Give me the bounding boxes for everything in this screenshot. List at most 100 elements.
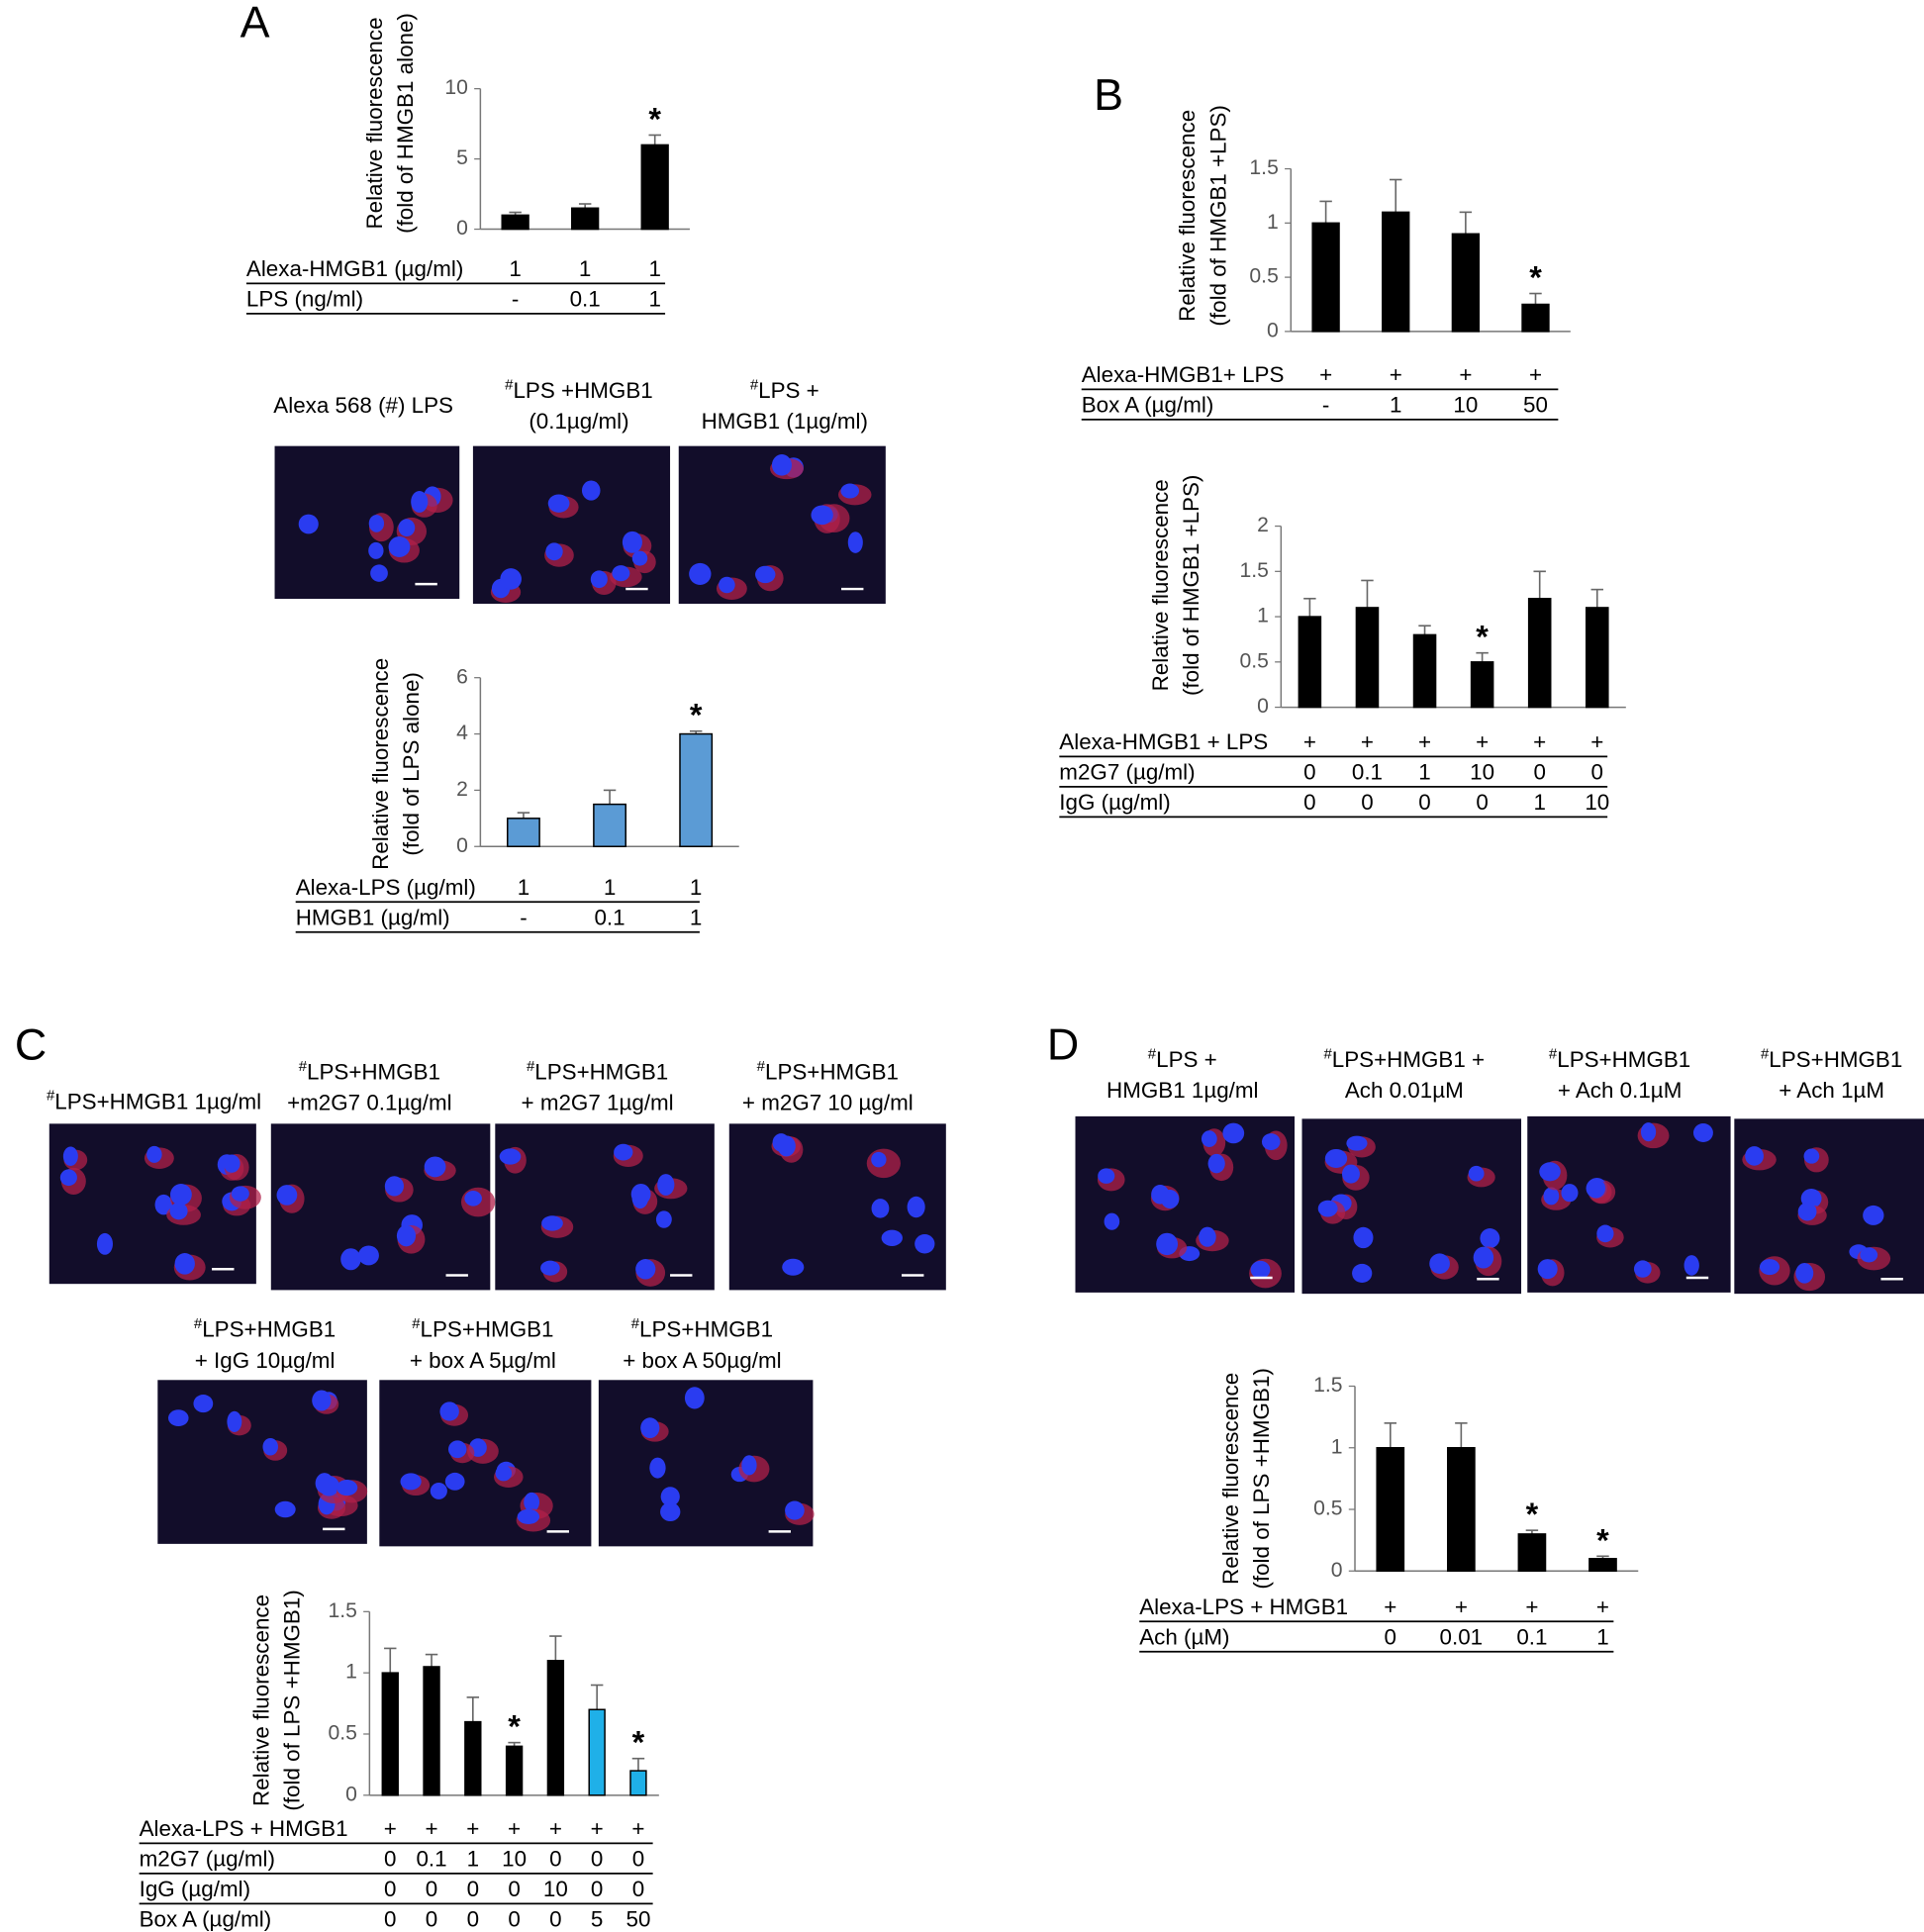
nucleus (840, 483, 860, 499)
nucleus (1561, 1184, 1579, 1203)
bar (507, 818, 540, 847)
significance-mark: * (690, 698, 703, 733)
y-tick-label: 0.5 (1239, 649, 1268, 672)
micrograph (1301, 1118, 1522, 1295)
image-caption: #LPS+HMGB1 (1549, 1045, 1690, 1072)
image-caption: + m2G7 10 µg/ml (742, 1091, 914, 1115)
y-tick-label: 0 (1257, 695, 1269, 718)
micrograph (48, 1123, 261, 1285)
nucleus (622, 531, 642, 553)
nucleus (1539, 1162, 1561, 1182)
condition-value: 1 (509, 256, 521, 281)
condition-value: 0 (508, 1906, 520, 1931)
significance-mark: * (1596, 1522, 1609, 1558)
condition-value: + (1418, 729, 1431, 754)
bar-chart: Relative fluorescence (fold of HMGB1 +LPS… (1082, 105, 1571, 421)
image-caption: HMGB1 (1µg/ml) (702, 409, 868, 434)
y-tick-label: 2 (456, 778, 468, 801)
nucleus (871, 1151, 887, 1168)
condition-value: 1 (648, 256, 660, 281)
image-caption: HMGB1 1µg/ml (1106, 1078, 1258, 1103)
significance-mark: * (648, 101, 661, 137)
y-tick-label: 2 (1257, 514, 1269, 536)
nucleus (684, 1387, 705, 1409)
condition-value: + (1384, 1594, 1396, 1619)
nucleus (1692, 1122, 1713, 1143)
nucleus (388, 536, 411, 557)
image-caption: #LPS+HMGB1 (194, 1315, 336, 1342)
micrograph (598, 1380, 815, 1547)
nucleus (1161, 1190, 1180, 1209)
nucleus (368, 541, 384, 559)
condition-value: + (1596, 1594, 1609, 1619)
bar (1470, 661, 1494, 709)
nucleus (1207, 1153, 1225, 1174)
image-caption: + box A 50µg/ml (623, 1348, 781, 1373)
nucleus (1537, 1259, 1558, 1280)
nucleus (635, 1259, 656, 1280)
condition-label: IgG (µg/ml) (1059, 790, 1170, 815)
condition-value: 1 (604, 875, 616, 900)
bar (1521, 303, 1550, 333)
bar (1298, 616, 1322, 709)
y-axis-label: (fold of LPS +HMGB1) (279, 1590, 304, 1810)
image-caption: #LPS+HMGB1 (631, 1315, 773, 1342)
nucleus (447, 1440, 467, 1459)
nucleus (223, 1154, 240, 1173)
image-caption: #LPS + (750, 376, 819, 403)
bar-chart: Relative fluorescence (fold of HMGB1 alon… (246, 13, 690, 315)
condition-value: 0.1 (570, 286, 601, 311)
nucleus (1863, 1205, 1884, 1225)
condition-value: 0 (591, 1846, 603, 1871)
condition-label: Alexa-LPS (µg/ml) (296, 875, 476, 900)
nucleus (358, 1245, 379, 1266)
condition-value: 0 (426, 1877, 437, 1901)
nucleus (430, 1482, 447, 1499)
y-axis-label: (fold of LPS +HMGB1) (1249, 1368, 1274, 1589)
bar-chart: Relative fluorescence (fold of LPS +HMGB1… (1139, 1368, 1639, 1653)
condition-value: + (1525, 1594, 1538, 1619)
condition-value: + (1476, 729, 1489, 754)
condition-label: Alexa-LPS + HMGB1 (140, 1816, 348, 1841)
condition-value: + (1529, 362, 1542, 387)
nucleus (312, 1390, 332, 1411)
condition-label: Alexa-HMGB1 (µg/ml) (246, 256, 463, 281)
y-axis-label: Relative fluorescence (1218, 1373, 1243, 1585)
condition-value: 1 (1533, 790, 1545, 815)
nucleus (631, 550, 648, 566)
nucleus (424, 1156, 446, 1178)
y-tick-label: 1 (1257, 605, 1269, 628)
bar (1527, 598, 1552, 709)
bar (1412, 633, 1437, 709)
bar (1382, 211, 1410, 333)
condition-label: m2G7 (µg/ml) (140, 1846, 275, 1871)
panel-label: A (240, 0, 270, 47)
condition-value: 0 (1591, 759, 1603, 784)
y-tick-label: 0 (1267, 319, 1279, 341)
image-caption: Alexa 568 (#) LPS (273, 393, 453, 418)
bar (1585, 607, 1609, 709)
y-tick-label: 1 (345, 1661, 357, 1684)
nucleus (640, 1417, 660, 1439)
condition-value: 0.1 (1516, 1624, 1547, 1649)
panel-label: B (1094, 70, 1123, 120)
bar-chart: Relative fluorescence (fold of LPS +HMGB1… (140, 1590, 659, 1931)
condition-value: 0 (467, 1906, 479, 1931)
nucleus (524, 1492, 540, 1512)
panel-label: D (1047, 1020, 1079, 1070)
bar (501, 214, 529, 231)
bar-chart: Relative fluorescence (fold of HMGB1 +LPS… (1059, 475, 1626, 819)
image-caption: + Ach 0.1µM (1558, 1078, 1683, 1103)
condition-value: + (1390, 362, 1402, 387)
image-caption: #LPS +HMGB1 (505, 376, 653, 403)
condition-value: + (384, 1816, 397, 1841)
y-tick-label: 1 (1267, 211, 1279, 234)
micrograph (1075, 1115, 1296, 1293)
y-tick-label: 1.5 (1249, 156, 1278, 179)
nucleus (336, 1479, 358, 1497)
condition-value: 0 (591, 1877, 603, 1901)
condition-value: 0 (467, 1877, 479, 1901)
condition-value: + (631, 1816, 644, 1841)
bar (505, 1745, 524, 1796)
